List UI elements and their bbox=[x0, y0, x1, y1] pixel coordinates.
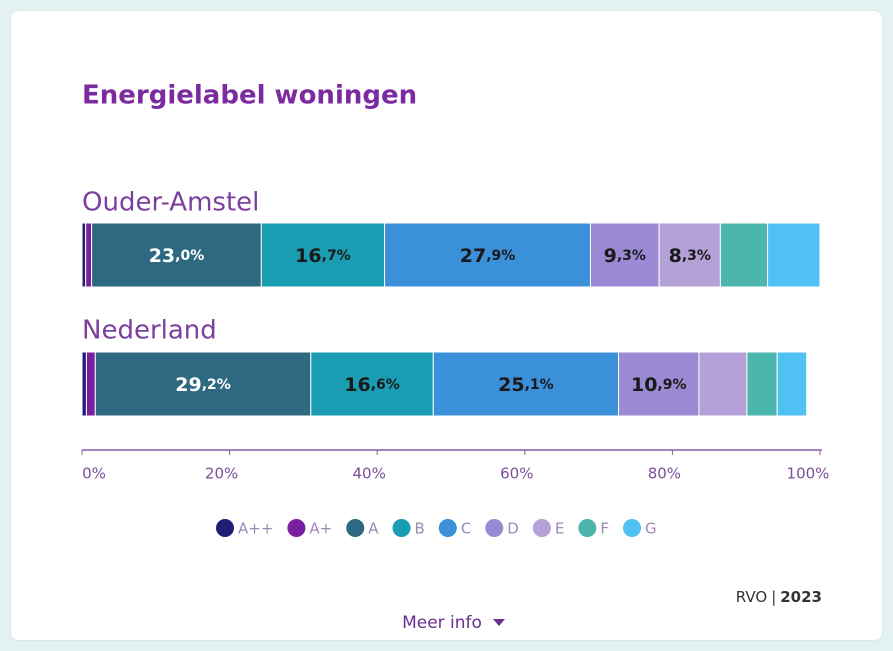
bar-segment bbox=[85, 222, 93, 288]
legend-swatch bbox=[578, 519, 597, 537]
legend-item: F bbox=[578, 519, 609, 538]
legend-swatch bbox=[438, 519, 457, 537]
legend-label: G bbox=[645, 520, 657, 538]
category-label: Nederland bbox=[82, 316, 217, 346]
source: RVO | 2023 bbox=[736, 588, 822, 606]
bar-segment bbox=[719, 222, 769, 288]
bar-segment bbox=[698, 351, 748, 417]
legend-label: C bbox=[461, 520, 471, 538]
x-tick-label: 40% bbox=[353, 465, 386, 483]
legend-item: D bbox=[485, 519, 519, 538]
x-tick-label: 60% bbox=[500, 465, 533, 483]
source-name: RVO bbox=[736, 588, 767, 606]
legend-swatch bbox=[346, 519, 365, 537]
legend-item: A bbox=[346, 519, 379, 538]
more-info-button[interactable]: Meer info bbox=[402, 613, 505, 633]
value-label: 10,9% bbox=[631, 374, 687, 396]
legend-swatch bbox=[532, 519, 551, 537]
bar-segment bbox=[260, 222, 386, 288]
legend-label: A+ bbox=[309, 520, 332, 538]
bar-segment bbox=[310, 351, 434, 417]
x-tick-label: 80% bbox=[648, 465, 681, 483]
legend-label: D bbox=[507, 520, 519, 538]
legend-swatch bbox=[287, 519, 306, 537]
value-label: 8,3% bbox=[669, 245, 711, 267]
legend-label: A bbox=[368, 520, 379, 538]
bar-segment bbox=[776, 351, 808, 417]
bar-segment bbox=[658, 222, 721, 288]
bar-segment bbox=[618, 351, 700, 417]
more-info[interactable]: Meer info bbox=[402, 613, 482, 633]
x-tick-label: 100% bbox=[787, 465, 830, 483]
bar-segment bbox=[81, 351, 87, 417]
legend-item: C bbox=[438, 519, 471, 538]
legend-swatch bbox=[622, 519, 641, 537]
value-label: 27,9% bbox=[460, 245, 516, 267]
bar-segment bbox=[91, 222, 262, 288]
legend-swatch bbox=[485, 519, 504, 537]
year: 2023 bbox=[780, 588, 822, 606]
value-label: 16,6% bbox=[344, 374, 400, 396]
bar-segment bbox=[746, 351, 778, 417]
legend-item: B bbox=[392, 519, 425, 538]
category-label: Ouder-Amstel bbox=[82, 188, 259, 218]
x-tick-label: 20% bbox=[205, 465, 238, 483]
bar-segment bbox=[432, 351, 620, 417]
legend-swatch bbox=[392, 519, 411, 537]
caret-icon bbox=[493, 619, 505, 626]
legend-swatch bbox=[216, 519, 234, 537]
legend-item: G bbox=[622, 519, 657, 538]
legend-label: A++ bbox=[238, 520, 273, 538]
legend-item: A++ bbox=[216, 519, 273, 538]
legend-label: B bbox=[415, 520, 425, 538]
value-label: 25,1% bbox=[498, 374, 554, 396]
bar-segment bbox=[767, 222, 821, 288]
value-label: 9,3% bbox=[604, 245, 646, 267]
bar-segment bbox=[81, 222, 87, 288]
bar-segment bbox=[589, 222, 660, 288]
legend-item: A+ bbox=[287, 519, 332, 538]
bar-segment bbox=[85, 351, 96, 417]
bar-segment bbox=[384, 222, 591, 288]
legend-label: F bbox=[600, 520, 609, 538]
chart-title: Energielabel woningen bbox=[82, 81, 417, 111]
legend-label: E bbox=[555, 520, 564, 538]
separator: | bbox=[771, 588, 776, 606]
x-tick-label: 0% bbox=[82, 465, 106, 483]
value-label: 29,2% bbox=[175, 374, 231, 396]
value-label: 23,0% bbox=[149, 245, 205, 267]
bar-segment bbox=[94, 351, 312, 417]
value-label: 16,7% bbox=[295, 245, 351, 267]
legend-item: E bbox=[532, 519, 564, 538]
